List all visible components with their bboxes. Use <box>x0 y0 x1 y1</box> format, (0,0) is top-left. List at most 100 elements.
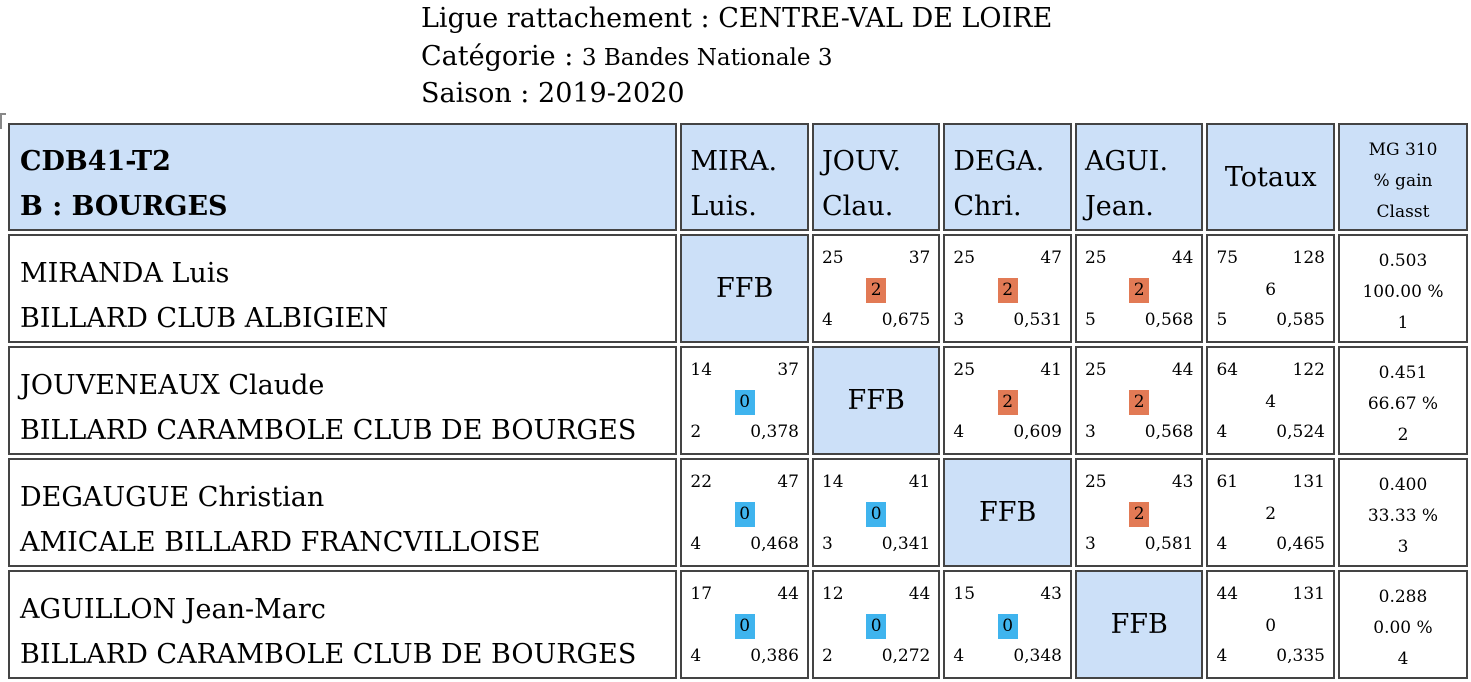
match-serie: 3 <box>821 534 833 554</box>
column-header-line2: Clau. <box>821 191 894 222</box>
match-reprises: 47 <box>1040 248 1062 268</box>
mg-classt: 4 <box>1397 649 1409 669</box>
match-points: 12 <box>821 584 844 604</box>
column-header-line2: Jean. <box>1084 191 1154 222</box>
match-reprises: 37 <box>908 248 931 268</box>
match-reprises: 47 <box>777 472 799 492</box>
saison-value: 2019-2020 <box>538 78 685 109</box>
match-points: 25 <box>953 360 976 380</box>
ffb-cell: FFB <box>811 346 941 455</box>
header-categorie: Catégorie : 3 Bandes Nationale 3 <box>421 43 832 70</box>
player-info: AGUILLON Jean-Marc BILLARD CARAMBOLE CLUB… <box>10 572 675 677</box>
player-row: MIRANDA Luis BILLARD CLUB ALBIGIEN FFB 25 37… <box>8 234 1468 343</box>
match-points: 25 <box>1084 248 1107 268</box>
match-moyenne: 0,531 <box>1013 310 1062 330</box>
match-moyenne: 0,386 <box>750 646 799 666</box>
totals-cell: 75 128 6 5 0,585 <box>1206 234 1335 343</box>
match-moyenne: 0,378 <box>750 422 799 442</box>
match-points-badge: 2 <box>997 278 1018 303</box>
player-club: BILLARD CARAMBOLE CLUB DE BOURGES <box>20 415 637 446</box>
total-points: 44 <box>1216 584 1239 604</box>
match-points-badge: 0 <box>734 390 755 415</box>
ffb-cell: FFB <box>1074 570 1204 679</box>
column-header-mira: MIRA. Luis. <box>680 123 809 231</box>
total-serie: 4 <box>1216 422 1228 442</box>
mg-classt: 3 <box>1397 537 1409 557</box>
totals-cell: 64 122 4 4 0,524 <box>1206 346 1335 455</box>
player-name: AGUILLON Jean-Marc <box>20 594 326 625</box>
totals-header: Totaux <box>1206 123 1335 231</box>
results-table-body: CDB41-T2 B : BOURGES MIRA. Luis. JOUV. C… <box>8 123 1468 679</box>
group-code: CDB41-T2 <box>20 146 171 177</box>
match-points: 17 <box>690 584 713 604</box>
match-points-badge: 0 <box>866 614 887 639</box>
match-moyenne: 0,468 <box>750 534 799 554</box>
column-header-agui: AGUI. Jean. <box>1074 123 1204 231</box>
match-points: 25 <box>953 248 976 268</box>
player-club: BILLARD CLUB ALBIGIEN <box>20 303 389 334</box>
match-serie: 3 <box>1084 422 1096 442</box>
match-serie: 4 <box>690 646 702 666</box>
total-moyenne: 0,465 <box>1276 534 1325 554</box>
match-reprises: 44 <box>908 584 931 604</box>
player-club: AMICALE BILLARD FRANCVILLOISE <box>20 527 541 558</box>
match-serie: 3 <box>953 310 965 330</box>
mg-gain: 100.00 % <box>1362 282 1444 302</box>
player-info: JOUVENEAUX Claude BILLARD CARAMBOLE CLUB … <box>10 348 675 453</box>
match-serie: 4 <box>953 422 965 442</box>
match-points: 15 <box>953 584 976 604</box>
match-result-cell: 14 41 0 3 0,341 <box>811 458 941 567</box>
match-moyenne: 0,609 <box>1013 422 1062 442</box>
match-reprises: 44 <box>1171 248 1194 268</box>
total-serie: 4 <box>1216 534 1228 554</box>
match-points-badge: 0 <box>734 502 755 527</box>
match-reprises: 41 <box>908 472 931 492</box>
match-points-badge: 2 <box>1129 278 1150 303</box>
mg-header-line2: % gain <box>1373 171 1433 191</box>
match-points-badge: 0 <box>734 614 755 639</box>
mg-classt: 1 <box>1397 313 1409 333</box>
match-result-cell: 25 44 2 3 0,568 <box>1074 346 1204 455</box>
mg-moyenne: 0.503 <box>1378 251 1428 271</box>
total-match-points: 4 <box>1265 392 1277 412</box>
mg-gain: 33.33 % <box>1367 506 1439 526</box>
mg-moyenne: 0.451 <box>1378 363 1428 383</box>
mg-gain: 0.00 % <box>1373 618 1433 638</box>
total-points: 61 <box>1216 472 1239 492</box>
column-header-dega: DEGA. Chri. <box>943 123 1072 231</box>
player-row: DEGAUGUE Christian AMICALE BILLARD FRANCV… <box>8 458 1468 567</box>
match-result-cell: 25 43 2 3 0,581 <box>1074 458 1204 567</box>
match-points-badge: 0 <box>866 502 887 527</box>
match-points: 22 <box>690 472 713 492</box>
match-serie: 4 <box>953 646 965 666</box>
match-points: 25 <box>1084 472 1107 492</box>
mg-cell: 0.503 100.00 % 1 <box>1337 234 1468 343</box>
total-match-points: 2 <box>1265 504 1277 524</box>
match-points-badge: 2 <box>1129 390 1150 415</box>
match-points: 25 <box>821 248 844 268</box>
player-row: AGUILLON Jean-Marc BILLARD CARAMBOLE CLUB… <box>8 570 1468 679</box>
mg-moyenne: 0.400 <box>1378 475 1428 495</box>
column-header-line1: AGUI. <box>1084 146 1169 177</box>
player-cell: JOUVENEAUX Claude BILLARD CARAMBOLE CLUB … <box>8 346 678 455</box>
total-reprises: 131 <box>1292 584 1325 604</box>
match-moyenne: 0,348 <box>1013 646 1062 666</box>
player-info: DEGAUGUE Christian AMICALE BILLARD FRANCV… <box>10 460 675 565</box>
header-ligue: Ligue rattachement : CENTRE-VAL DE LOIRE <box>421 5 1052 32</box>
player-club: BILLARD CARAMBOLE CLUB DE BOURGES <box>20 639 637 670</box>
header-row: CDB41-T2 B : BOURGES MIRA. Luis. JOUV. C… <box>8 123 1468 231</box>
match-points: 14 <box>690 360 713 380</box>
match-result-cell: 17 44 0 4 0,386 <box>680 570 809 679</box>
match-moyenne: 0,341 <box>881 534 931 554</box>
total-match-points: 6 <box>1265 280 1277 300</box>
divider <box>0 113 6 129</box>
match-reprises: 41 <box>1040 360 1062 380</box>
match-result-cell: 25 47 2 3 0,531 <box>943 234 1072 343</box>
match-reprises: 43 <box>1040 584 1062 604</box>
header-saison: Saison : 2019-2020 <box>421 80 685 107</box>
player-cell: AGUILLON Jean-Marc BILLARD CARAMBOLE CLUB… <box>8 570 678 679</box>
ligue-value: CENTRE-VAL DE LOIRE <box>718 3 1053 34</box>
mg-header-line1: MG 310 <box>1368 140 1438 160</box>
match-serie: 4 <box>690 534 702 554</box>
match-serie: 3 <box>1084 534 1096 554</box>
